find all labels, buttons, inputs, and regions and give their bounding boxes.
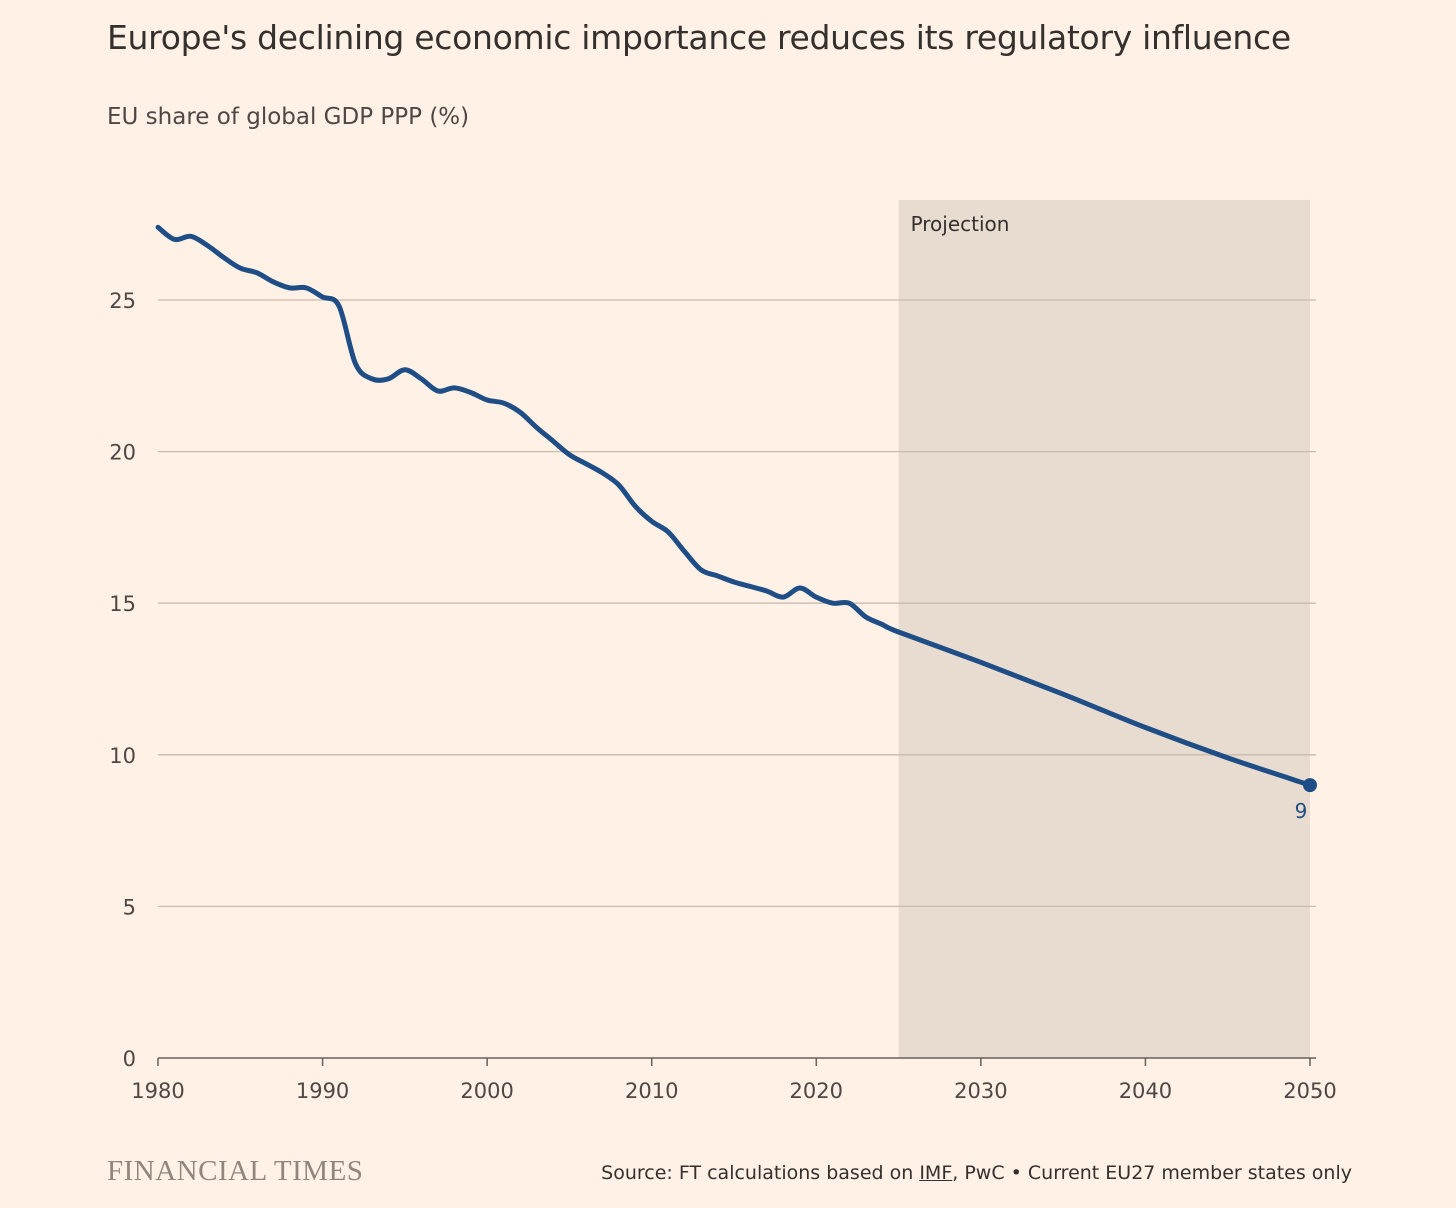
x-tick-label: 1990 (296, 1079, 349, 1103)
end-point-label: 9 (1295, 799, 1308, 823)
end-point-marker (1303, 778, 1317, 793)
projection-label: Projection (911, 212, 1010, 236)
series-line (155, 224, 1313, 788)
ft-logo: FINANCIAL TIMES (107, 1155, 364, 1187)
source-prefix: Source: FT calculations based on (601, 1162, 920, 1184)
x-tick-label: 2040 (1119, 1079, 1172, 1103)
x-tick-label: 2010 (625, 1079, 678, 1103)
y-tick-label: 25 (109, 289, 136, 313)
x-tick-label: 2030 (954, 1079, 1007, 1103)
y-tick-label: 0 (123, 1047, 136, 1071)
x-tick-label: 2000 (460, 1079, 513, 1103)
x-tick-label: 1980 (131, 1079, 184, 1103)
y-tick-label: 10 (109, 744, 136, 768)
y-tick-label: 15 (109, 592, 136, 616)
projection-band (898, 199, 1310, 1059)
y-tick-label: 20 (109, 441, 136, 465)
y-tick-label: 5 (123, 895, 136, 919)
chart-subtitle: EU share of global GDP PPP (%) (107, 104, 470, 130)
x-tick-label: 2050 (1283, 1079, 1336, 1103)
source-note: Source: FT calculations based on IMF, Pw… (601, 1162, 1352, 1184)
x-tick-label: 2020 (790, 1079, 843, 1103)
chart-title: Europe's declining economic importance r… (107, 18, 1291, 57)
source-suffix: , PwC • Current EU27 member states only (952, 1162, 1352, 1184)
source-link-imf[interactable]: IMF (919, 1162, 953, 1184)
